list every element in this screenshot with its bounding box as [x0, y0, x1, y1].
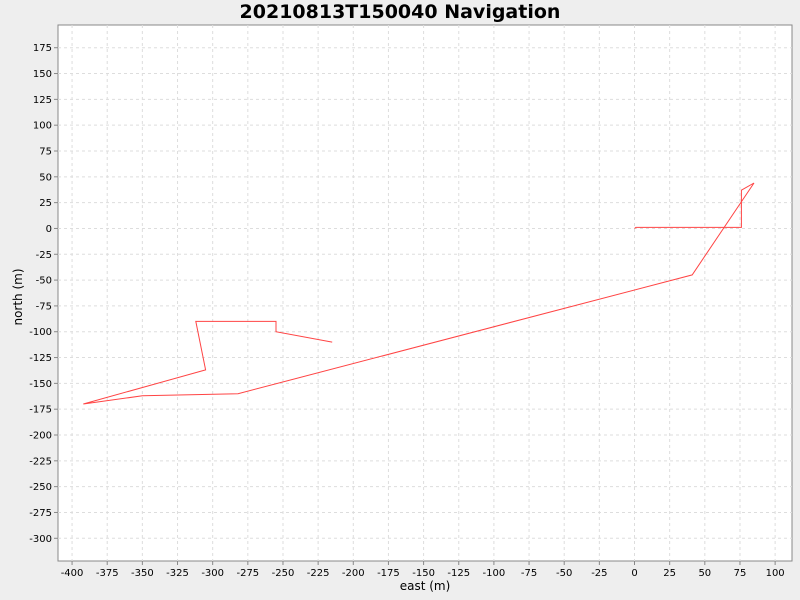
y-tick-label: 100 [33, 121, 52, 132]
x-tick-label: 75 [734, 568, 747, 579]
x-tick-label: -225 [307, 568, 330, 579]
navigation-track-line [83, 182, 755, 405]
y-tick-label: 125 [33, 95, 52, 106]
y-tick-label: -100 [29, 327, 52, 338]
y-tick-label: -225 [29, 456, 52, 467]
x-tick-label: 50 [698, 568, 711, 579]
x-tick-label: 25 [663, 568, 676, 579]
x-tick-label: -325 [166, 568, 189, 579]
x-tick-label: -400 [61, 568, 84, 579]
tick-labels: -400 -375 -350 -325 -300 -275 -250 -225 -200 -175… [29, 43, 784, 579]
y-tick-label: 0 [46, 224, 52, 235]
series-layer [83, 182, 755, 405]
y-tick-label: -50 [36, 276, 52, 287]
x-tick-label: -250 [272, 568, 295, 579]
y-tick-label: -75 [36, 301, 52, 312]
x-tick-label: -100 [483, 568, 506, 579]
x-tick-label: -375 [96, 568, 119, 579]
grid-lines [58, 25, 792, 561]
x-tick-label: -275 [236, 568, 259, 579]
y-tick-label: 75 [39, 146, 52, 157]
y-axis-label: north (m) [11, 268, 25, 325]
y-tick-label: -150 [29, 379, 52, 390]
x-tick-label: -350 [131, 568, 154, 579]
x-tick-label: -125 [447, 568, 470, 579]
y-tick-label: 25 [39, 198, 52, 209]
y-tick-label: -300 [29, 534, 52, 545]
plot-area [57, 24, 793, 562]
x-tick-label: 0 [631, 568, 637, 579]
x-tick-label: -175 [377, 568, 400, 579]
x-tick-label: -25 [591, 568, 607, 579]
y-tick-label: -125 [29, 353, 52, 364]
x-tick-label: 100 [766, 568, 785, 579]
y-tick-label: -25 [36, 250, 52, 261]
y-tick-label: -275 [29, 508, 52, 519]
y-tick-label: 150 [33, 69, 52, 80]
x-tick-label: -150 [412, 568, 435, 579]
x-tick-label: -300 [201, 568, 224, 579]
y-tick-label: -175 [29, 405, 52, 416]
y-tick-label: 175 [33, 43, 52, 54]
x-tick-label: -200 [342, 568, 365, 579]
x-axis-label: east (m) [400, 579, 451, 593]
chart-title: 20210813T150040 Navigation [240, 1, 561, 23]
y-tick-label: -250 [29, 482, 52, 493]
y-tick-label: 50 [39, 172, 52, 183]
y-tick-label: -200 [29, 431, 52, 442]
x-tick-label: -50 [556, 568, 572, 579]
x-tick-label: -75 [521, 568, 537, 579]
